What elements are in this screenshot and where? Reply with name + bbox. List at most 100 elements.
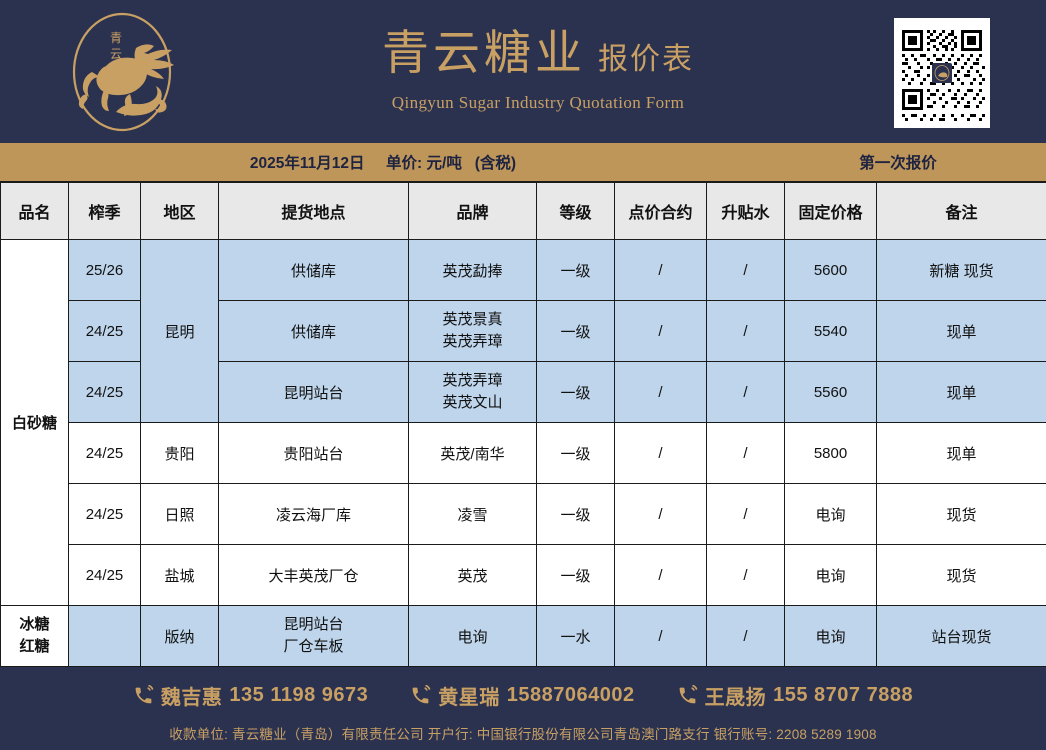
table-row: 24/25 供储库 英茂景真 英茂弄璋 一级 / / 5540 现单	[1, 300, 1046, 362]
cell-grade: 一级	[536, 544, 615, 606]
cell-pickup-line2: 厂仓车板	[283, 638, 344, 655]
cell-pickup: 供储库	[218, 300, 409, 362]
svg-text:青: 青	[110, 31, 122, 45]
cell-season: 25/26	[68, 239, 141, 301]
table-row: 24/25 贵阳 贵阳站台 英茂/南华 一级 / / 5800 现单	[1, 422, 1046, 484]
contact-item[interactable]: 魏吉惠 135 1198 9673	[133, 681, 368, 710]
category-rock-brown-sugar: 冰糖 红糖	[0, 605, 69, 667]
cell-remark: 现单	[876, 422, 1046, 484]
table-row: 24/25 盐城 大丰英茂厂仓 英茂 一级 / / 电询 现货	[1, 544, 1046, 606]
category-white-sugar: 白砂糖	[0, 239, 69, 606]
category-line2: 红糖	[19, 638, 50, 655]
cell-brand-line2: 英茂弄璋	[442, 333, 503, 350]
page-footer: 魏吉惠 135 1198 9673 黄星瑞 15887064002	[0, 667, 1046, 750]
cell-pickup: 昆明站台	[218, 361, 409, 423]
cell-remark: 现货	[876, 544, 1046, 606]
cell-brand: 电询	[408, 605, 537, 667]
cell-pickup: 供储库	[218, 239, 409, 301]
cell-pickup: 昆明站台 厂仓车板	[218, 605, 409, 667]
cell-premium: /	[706, 544, 785, 606]
qilin-emblem-icon: 青 云	[72, 12, 174, 132]
cell-pickup: 贵阳站台	[218, 422, 409, 484]
table-row: 冰糖 红糖 版纳 昆明站台 厂仓车板 电询 一水 / / 电询 站台现货	[0, 605, 1046, 667]
cell-contract: /	[614, 239, 707, 301]
cell-contract: /	[614, 483, 707, 545]
cell-remark: 现货	[876, 483, 1046, 545]
cell-brand: 英茂弄璋 英茂文山	[408, 361, 537, 423]
cell-grade: 一级	[536, 239, 615, 301]
cell-brand: 英茂景真 英茂弄璋	[408, 300, 537, 362]
cell-season: 24/25	[68, 361, 141, 423]
page-subtitle: 报价表	[598, 41, 694, 77]
contact-phone: 155 8707 7888	[773, 684, 914, 706]
cell-brand-line1: 英茂景真	[442, 311, 503, 329]
cell-price: 电询	[784, 605, 877, 667]
cell-price: 电询	[784, 483, 877, 545]
cell-brand: 英茂	[408, 544, 537, 606]
phone-icon	[133, 685, 154, 706]
col-header-season: 榨季	[68, 182, 141, 240]
col-header-fixed-price: 固定价格	[784, 182, 877, 240]
col-header-remark: 备注	[876, 182, 1046, 240]
quotation-table: 品名 榨季 地区 提货地点 品牌 等级 点价合约 升贴水 固定价格 备注 白砂糖…	[0, 182, 1046, 667]
cell-grade: 一级	[536, 300, 615, 362]
page-title-english: Qingyun Sugar Industry Quotation Form	[391, 92, 685, 112]
cell-contract: /	[614, 361, 707, 423]
contact-item[interactable]: 王晟扬 155 8707 7888	[677, 681, 913, 710]
cell-premium: /	[706, 483, 785, 545]
cell-grade: 一水	[536, 605, 615, 667]
qr-code-icon	[897, 21, 987, 125]
col-header-brand: 品牌	[408, 182, 537, 240]
cell-brand-line1: 英茂弄璋	[442, 372, 503, 390]
cell-season: 24/25	[68, 422, 141, 484]
page-title: 青云糖业	[382, 25, 586, 81]
table-row: 白砂糖 25/26 昆明 供储库 英茂勐捧 一级 / / 5600 新糖 现货	[0, 239, 1046, 606]
cell-grade: 一级	[536, 422, 615, 484]
cell-remark: 现单	[876, 300, 1046, 362]
cell-season: 24/25	[68, 300, 141, 362]
cell-brand: 凌雪	[408, 483, 537, 545]
col-header-price-contract: 点价合约	[614, 182, 707, 240]
qr-code[interactable]	[894, 18, 990, 128]
cell-pickup-line1: 昆明站台	[283, 616, 344, 634]
cell-brand: 英茂勐捧	[408, 239, 537, 301]
cell-remark: 站台现货	[876, 605, 1046, 667]
contact-phone: 15887064002	[506, 684, 635, 706]
cell-remark: 现单	[876, 361, 1046, 423]
col-header-premium: 升贴水	[706, 182, 785, 240]
cell-brand: 英茂/南华	[408, 422, 537, 484]
cell-price: 5540	[784, 300, 877, 362]
col-header-grade: 等级	[536, 182, 615, 240]
cell-brand-line2: 英茂文山	[442, 394, 503, 411]
table-row: 24/25 日照 凌云海厂库 凌雪 一级 / / 电询 现货	[1, 483, 1046, 545]
cell-premium: /	[706, 422, 785, 484]
col-header-pickup-location: 提货地点	[218, 182, 409, 240]
cell-price: 5800	[784, 422, 877, 484]
contact-name: 王晟扬	[704, 687, 767, 709]
cell-pickup: 凌云海厂库	[218, 483, 409, 545]
col-header-product: 品名	[0, 182, 69, 240]
date-and-unit: 2025年11月12日 单价: 元/吨 (含税)	[249, 155, 517, 172]
contacts-bar: 魏吉惠 135 1198 9673 黄星瑞 15887064002	[0, 675, 1046, 710]
cell-region: 盐城	[140, 544, 219, 606]
date-bar: 2025年11月12日 单价: 元/吨 (含税) 第一次报价	[0, 143, 1046, 182]
cell-premium: /	[706, 605, 785, 667]
contact-item[interactable]: 黄星瑞 15887064002	[410, 681, 634, 710]
cell-contract: /	[614, 544, 707, 606]
cell-premium: /	[706, 300, 785, 362]
cell-premium: /	[706, 239, 785, 301]
cell-premium: /	[706, 361, 785, 423]
cell-region: 日照	[140, 483, 219, 545]
svg-text:云: 云	[110, 47, 122, 61]
cell-price: 5560	[784, 361, 877, 423]
contact-phone: 135 1198 9673	[229, 684, 369, 706]
cell-pickup: 大丰英茂厂仓	[218, 544, 409, 606]
col-header-region: 地区	[140, 182, 219, 240]
contact-name: 黄星瑞	[438, 687, 500, 709]
cell-grade: 一级	[536, 361, 615, 423]
phone-icon	[677, 685, 698, 706]
cell-season: 24/25	[68, 483, 141, 545]
cell-price: 5600	[784, 239, 877, 301]
cell-grade: 一级	[536, 483, 615, 545]
